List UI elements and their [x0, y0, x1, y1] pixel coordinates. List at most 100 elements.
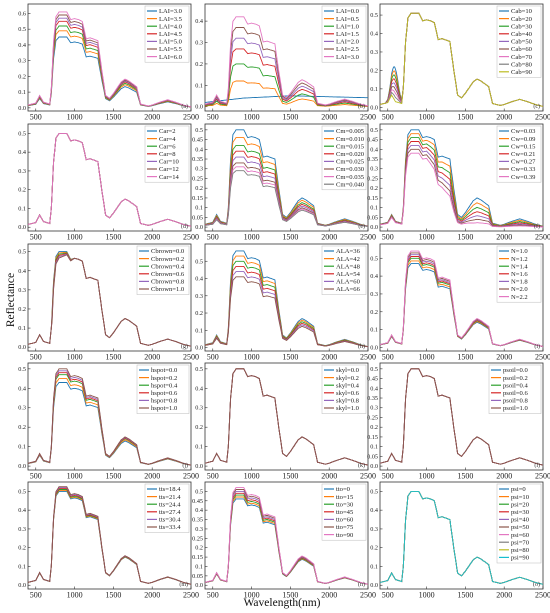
series-group	[28, 486, 191, 585]
series-group	[380, 129, 543, 228]
series-line-7	[205, 487, 368, 585]
legend-label: psoil=0.8	[503, 398, 528, 405]
legend-box	[321, 364, 367, 414]
x-tick-label: 2500	[360, 353, 376, 362]
y-tick-label: 0.2	[195, 424, 203, 431]
y-tick-label: 0.2	[370, 424, 378, 431]
legend-label: psi=90	[511, 555, 530, 562]
panel-label: (k)	[358, 462, 365, 469]
x-tick-label: 2000	[144, 113, 160, 122]
y-tick-label: 0.15	[192, 554, 203, 561]
panel-label: (l)	[534, 462, 540, 469]
legend-label: skyl=0.0	[336, 367, 360, 374]
x-axis-label: Wavelength(nm)	[244, 597, 321, 609]
x-tick-label: 2000	[144, 353, 160, 362]
y-tick-label: 0.15	[367, 434, 378, 441]
series-line-1	[205, 129, 368, 227]
x-tick-label: 1000	[244, 472, 260, 481]
x-tick-label: 2000	[496, 353, 512, 362]
y-tick-label: 0.05	[192, 214, 203, 221]
y-tick-label: 0.2	[18, 545, 26, 552]
series-line-6	[28, 368, 191, 466]
series-line-6	[205, 27, 368, 107]
panel-ala-8: 500 1000 1500 2000 2500 0.0 0.1 0.2 0.3 0.4 0.5 ALA…	[195, 243, 376, 362]
panel-label: (g)	[181, 343, 188, 350]
x-tick-label: 1000	[67, 353, 83, 362]
y-tick-label: 0.0	[18, 224, 26, 231]
y-tick-label: 0.1	[370, 205, 378, 212]
x-tick-label: 1000	[244, 591, 260, 600]
x-tick-label: 1500	[105, 353, 121, 362]
legend-label: LAI=2.0	[336, 39, 360, 46]
panel-psi-15: 500 1000 1500 2000 2500 0.0 0.1 0.2 0.3 0.4 0.5 psi…	[370, 481, 550, 600]
x-tick-label: 500	[382, 591, 394, 600]
legend-label: LAI=1.0	[336, 23, 360, 30]
legend-label: Cw=0.09	[511, 136, 536, 143]
x-tick-label: 500	[207, 353, 219, 362]
x-tick-label: 2000	[321, 353, 337, 362]
x-tick-label: 1500	[282, 233, 298, 242]
series-line-6	[28, 254, 191, 347]
x-tick-label: 2000	[496, 472, 512, 481]
y-tick-label: 0.1	[18, 205, 26, 212]
x-tick-label: 1500	[282, 353, 298, 362]
x-tick-label: 2500	[183, 591, 199, 600]
x-tick-label: 2000	[321, 113, 337, 122]
y-tick-label: 0.0	[18, 582, 26, 589]
series-group	[28, 11, 191, 108]
y-tick-label: 0.1	[195, 327, 203, 334]
x-tick-label: 1000	[67, 472, 83, 481]
y-tick-label: 0.45	[367, 376, 378, 383]
legend-label: Cab=10	[511, 8, 533, 15]
series-line-7	[205, 16, 368, 107]
legend-label: hspot=0.0	[151, 367, 178, 374]
panel-n-9: 500 1000 1500 2000 2500 0.0 0.1 0.2 0.3 0.4 0.5 N=1…	[370, 243, 550, 362]
x-tick-label: 2500	[535, 472, 550, 481]
panel-tts-13: 500 1000 1500 2000 2500 0.0 0.1 0.2 0.3 0.4 0.5 tts…	[18, 481, 199, 600]
legend-label: Cm=0.040	[336, 181, 365, 188]
x-tick-label: 500	[30, 233, 42, 242]
legend-label: psi=30	[511, 509, 530, 516]
y-tick-label: 0.0	[195, 463, 203, 470]
panel-cw-6: 500 1000 1500 2000 2500 0.0 0.05 0.1 0.15 0.2 0.25…	[367, 123, 550, 242]
x-tick-label: 2000	[496, 591, 512, 600]
legend-label: LAI=3.5	[159, 16, 183, 23]
x-tick-label: 1500	[105, 113, 121, 122]
panel-skyl-11: 500 1000 1500 2000 2500 0.0 0.1 0.2 0.3 0.4 0.5 sky…	[195, 362, 376, 481]
y-tick-label: 0.25	[192, 535, 203, 542]
legend-label: skyl=0.4	[336, 382, 360, 389]
y-tick-label: 0.5	[18, 130, 26, 137]
y-tick-label: 0.2	[370, 185, 378, 192]
legend-label: LAI=5.5	[159, 46, 183, 53]
panel-label: (f)	[534, 223, 540, 230]
y-tick-label: 0.2	[18, 306, 26, 313]
legend-label: Car=14	[159, 174, 180, 181]
series-line-6	[380, 368, 543, 466]
y-tick-label: 0.2	[370, 309, 378, 316]
y-axis-label: Reflectance	[5, 273, 17, 327]
x-tick-label: 500	[207, 113, 219, 122]
panel-psoil-12: 500 1000 1500 2000 2500 0.0 0.05 0.1 0.15 0.2 0.25…	[367, 362, 550, 481]
legend-label: psi=40	[511, 517, 530, 524]
series-line-10	[380, 490, 543, 585]
legend-label: psoil=1.0	[503, 405, 528, 412]
series-line-1	[205, 95, 368, 103]
y-tick-label: 0.05	[367, 214, 378, 221]
y-tick-label: 0.4	[18, 42, 26, 49]
x-tick-label: 500	[207, 233, 219, 242]
y-tick-label: 0.1	[18, 563, 26, 570]
legend-label: ALA=66	[336, 286, 361, 293]
legend-label: LAI=1.5	[336, 31, 360, 38]
x-tick-label: 1000	[419, 113, 435, 122]
legend-label: psi=60	[511, 532, 530, 539]
y-tick-label: 0.45	[367, 137, 378, 144]
panel-label: (d)	[181, 223, 188, 230]
x-tick-label: 1500	[282, 113, 298, 122]
y-tick-label: 0.2	[195, 61, 203, 68]
panel-label: (c)	[533, 103, 540, 110]
legend-label: psi=50	[511, 524, 530, 531]
legend-label: Car=2	[159, 128, 176, 135]
legend-label: tts=30.4	[159, 517, 181, 524]
legend-label: psi=80	[511, 547, 530, 554]
legend-label: psoil=0.0	[503, 367, 528, 374]
